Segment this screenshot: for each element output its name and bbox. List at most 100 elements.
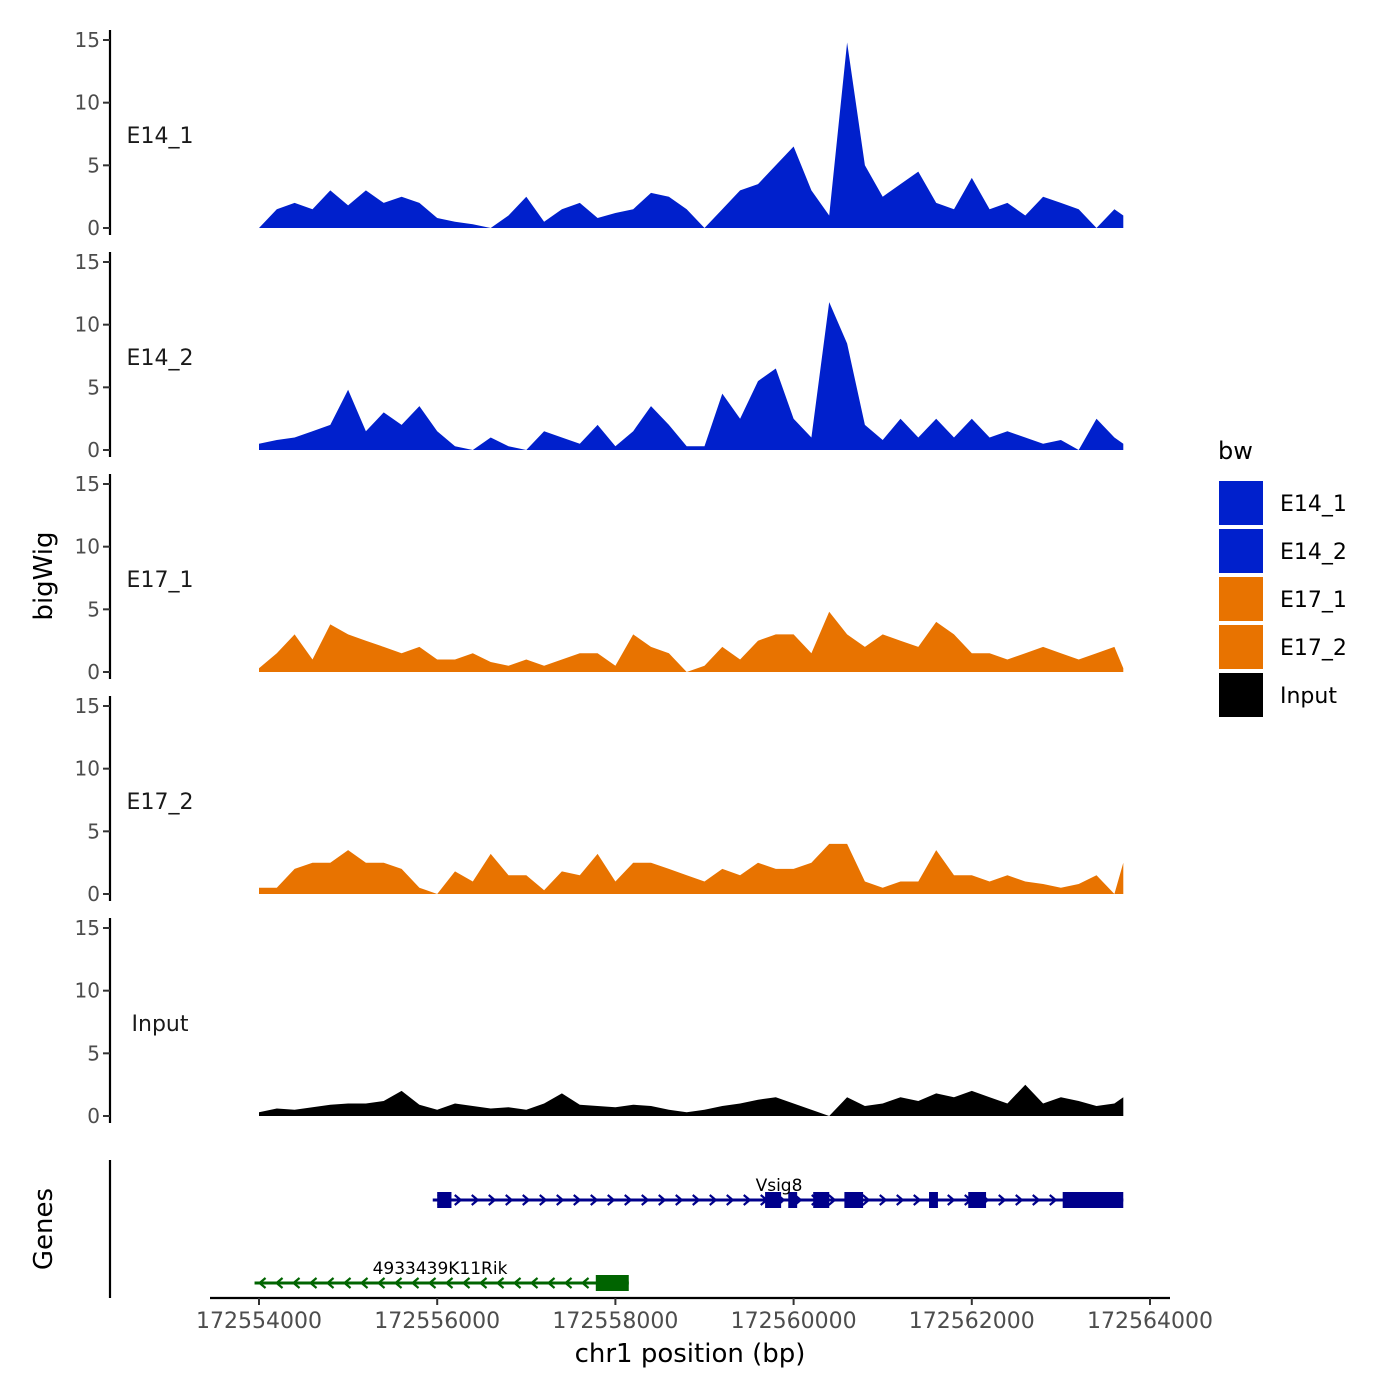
strand-arrow: [529, 1277, 539, 1289]
strand-arrow: [393, 1277, 403, 1289]
strand-arrow: [624, 1194, 633, 1206]
strand-arrow: [495, 1277, 505, 1289]
strand-arrow: [461, 1277, 471, 1289]
strand-arrow: [743, 1194, 752, 1206]
strand-arrow: [512, 1277, 522, 1289]
y-tick-label: 0: [87, 1104, 100, 1128]
x-axis-label: chr1 position (bp): [575, 1339, 806, 1369]
legend: bw E14_1 E14_2 E17_1 E17_2 Input: [1217, 437, 1347, 719]
strand-arrow: [607, 1194, 616, 1206]
strand-arrow: [658, 1194, 667, 1206]
gene-label: 4933439K11Rik: [373, 1259, 508, 1279]
strand-arrow: [913, 1194, 922, 1206]
strand-arrow: [478, 1277, 488, 1289]
strand-arrow: [325, 1277, 335, 1289]
y-tick-label: 15: [75, 916, 100, 940]
strand-arrow: [828, 1194, 837, 1206]
strand-arrow: [471, 1194, 480, 1206]
exon: [968, 1192, 987, 1208]
exon: [437, 1192, 452, 1208]
legend-label: Input: [1280, 684, 1337, 709]
strand-arrow: [556, 1194, 565, 1206]
strand-arrow: [546, 1277, 556, 1289]
strand-arrow: [726, 1194, 735, 1206]
genes-axis-label: Genes: [29, 1188, 59, 1270]
coverage-area: [259, 42, 1124, 228]
track-e17-1: 0 5 10 15 E17_1: [75, 472, 1124, 684]
x-tick-label: 172560000: [731, 1309, 857, 1334]
coverage-tracks: 0 5 10 15 E14_1 0 5 10 15 E14_2 0 5 10 15 E17_1 0 5 10 15 E…: [75, 28, 1124, 1128]
strand-arrow: [291, 1277, 301, 1289]
y-tick-label: 10: [75, 91, 100, 115]
gene-label: Vsig8: [756, 1176, 803, 1196]
legend-label: E14_1: [1280, 492, 1347, 517]
exon: [929, 1192, 938, 1208]
y-tick-label: 5: [87, 1041, 100, 1065]
track-label: E17_1: [127, 568, 194, 593]
legend-label: E17_1: [1280, 588, 1347, 613]
y-tick-label: 10: [75, 313, 100, 337]
strand-arrow: [580, 1277, 590, 1289]
track-e17-2: 0 5 10 15 E17_2: [75, 694, 1124, 906]
strand-arrow: [522, 1194, 531, 1206]
y-tick-label: 10: [75, 535, 100, 559]
strand-arrow: [1032, 1194, 1041, 1206]
genes-panel: Vsig8 4933439K11Rik: [108, 1160, 1124, 1298]
strand-arrow: [641, 1194, 650, 1206]
track-label: Input: [132, 1012, 189, 1037]
strand-arrow: [454, 1194, 463, 1206]
legend-label: E17_2: [1280, 636, 1347, 661]
y-tick-label: 5: [87, 597, 100, 621]
x-axis: 172554000 172556000 172558000 172560000 1725…: [196, 1296, 1213, 1334]
track-label: E14_1: [127, 124, 194, 149]
strand-arrow: [359, 1277, 369, 1289]
y-tick-label: 5: [87, 153, 100, 177]
strand-arrow: [505, 1194, 514, 1206]
strand-arrow: [692, 1194, 701, 1206]
gene-vsig8: Vsig8: [432, 1176, 1124, 1208]
strand-arrow: [444, 1277, 454, 1289]
strand-arrow: [342, 1277, 352, 1289]
x-tick-label: 172562000: [909, 1309, 1035, 1334]
track-label: E17_2: [127, 790, 194, 815]
y-tick-label: 5: [87, 819, 100, 843]
legend-swatch: [1217, 527, 1265, 575]
y-tick-label: 0: [87, 216, 100, 240]
y-tick-label: 15: [75, 472, 100, 496]
x-tick-label: 172554000: [196, 1309, 322, 1334]
y-tick-label: 10: [75, 979, 100, 1003]
y-tick-label: 5: [87, 375, 100, 399]
strand-arrow: [257, 1277, 267, 1289]
y-tick-label: 10: [75, 757, 100, 781]
strand-arrow: [539, 1194, 548, 1206]
legend-swatch: [1217, 479, 1265, 527]
track-input: 0 5 10 15 Input: [75, 916, 1124, 1128]
legend-title: bw: [1218, 437, 1253, 465]
legend-label: E14_2: [1280, 540, 1347, 565]
strand-arrow: [1049, 1194, 1058, 1206]
strand-arrow: [709, 1194, 718, 1206]
legend-swatch: [1217, 623, 1265, 671]
strand-arrow: [998, 1194, 1007, 1206]
strand-arrow: [563, 1277, 573, 1289]
coverage-area: [259, 843, 1124, 894]
x-tick-label: 172558000: [552, 1309, 678, 1334]
strand-arrow: [1015, 1194, 1024, 1206]
exon: [595, 1275, 629, 1291]
y-tick-label: 15: [75, 28, 100, 52]
y-axis-label: bigWig: [29, 531, 59, 620]
y-tick-label: 0: [87, 882, 100, 906]
exon: [765, 1192, 782, 1208]
coverage-area: [259, 302, 1124, 450]
exon: [1062, 1192, 1124, 1208]
y-tick-label: 0: [87, 660, 100, 684]
track-label: E14_2: [127, 346, 194, 371]
strand-arrow: [896, 1194, 905, 1206]
strand-arrow: [410, 1277, 420, 1289]
legend-swatch: [1217, 671, 1265, 719]
x-tick-label: 172564000: [1087, 1309, 1213, 1334]
strand-arrow: [879, 1194, 888, 1206]
coverage-area: [259, 611, 1124, 672]
strand-arrow: [590, 1194, 599, 1206]
